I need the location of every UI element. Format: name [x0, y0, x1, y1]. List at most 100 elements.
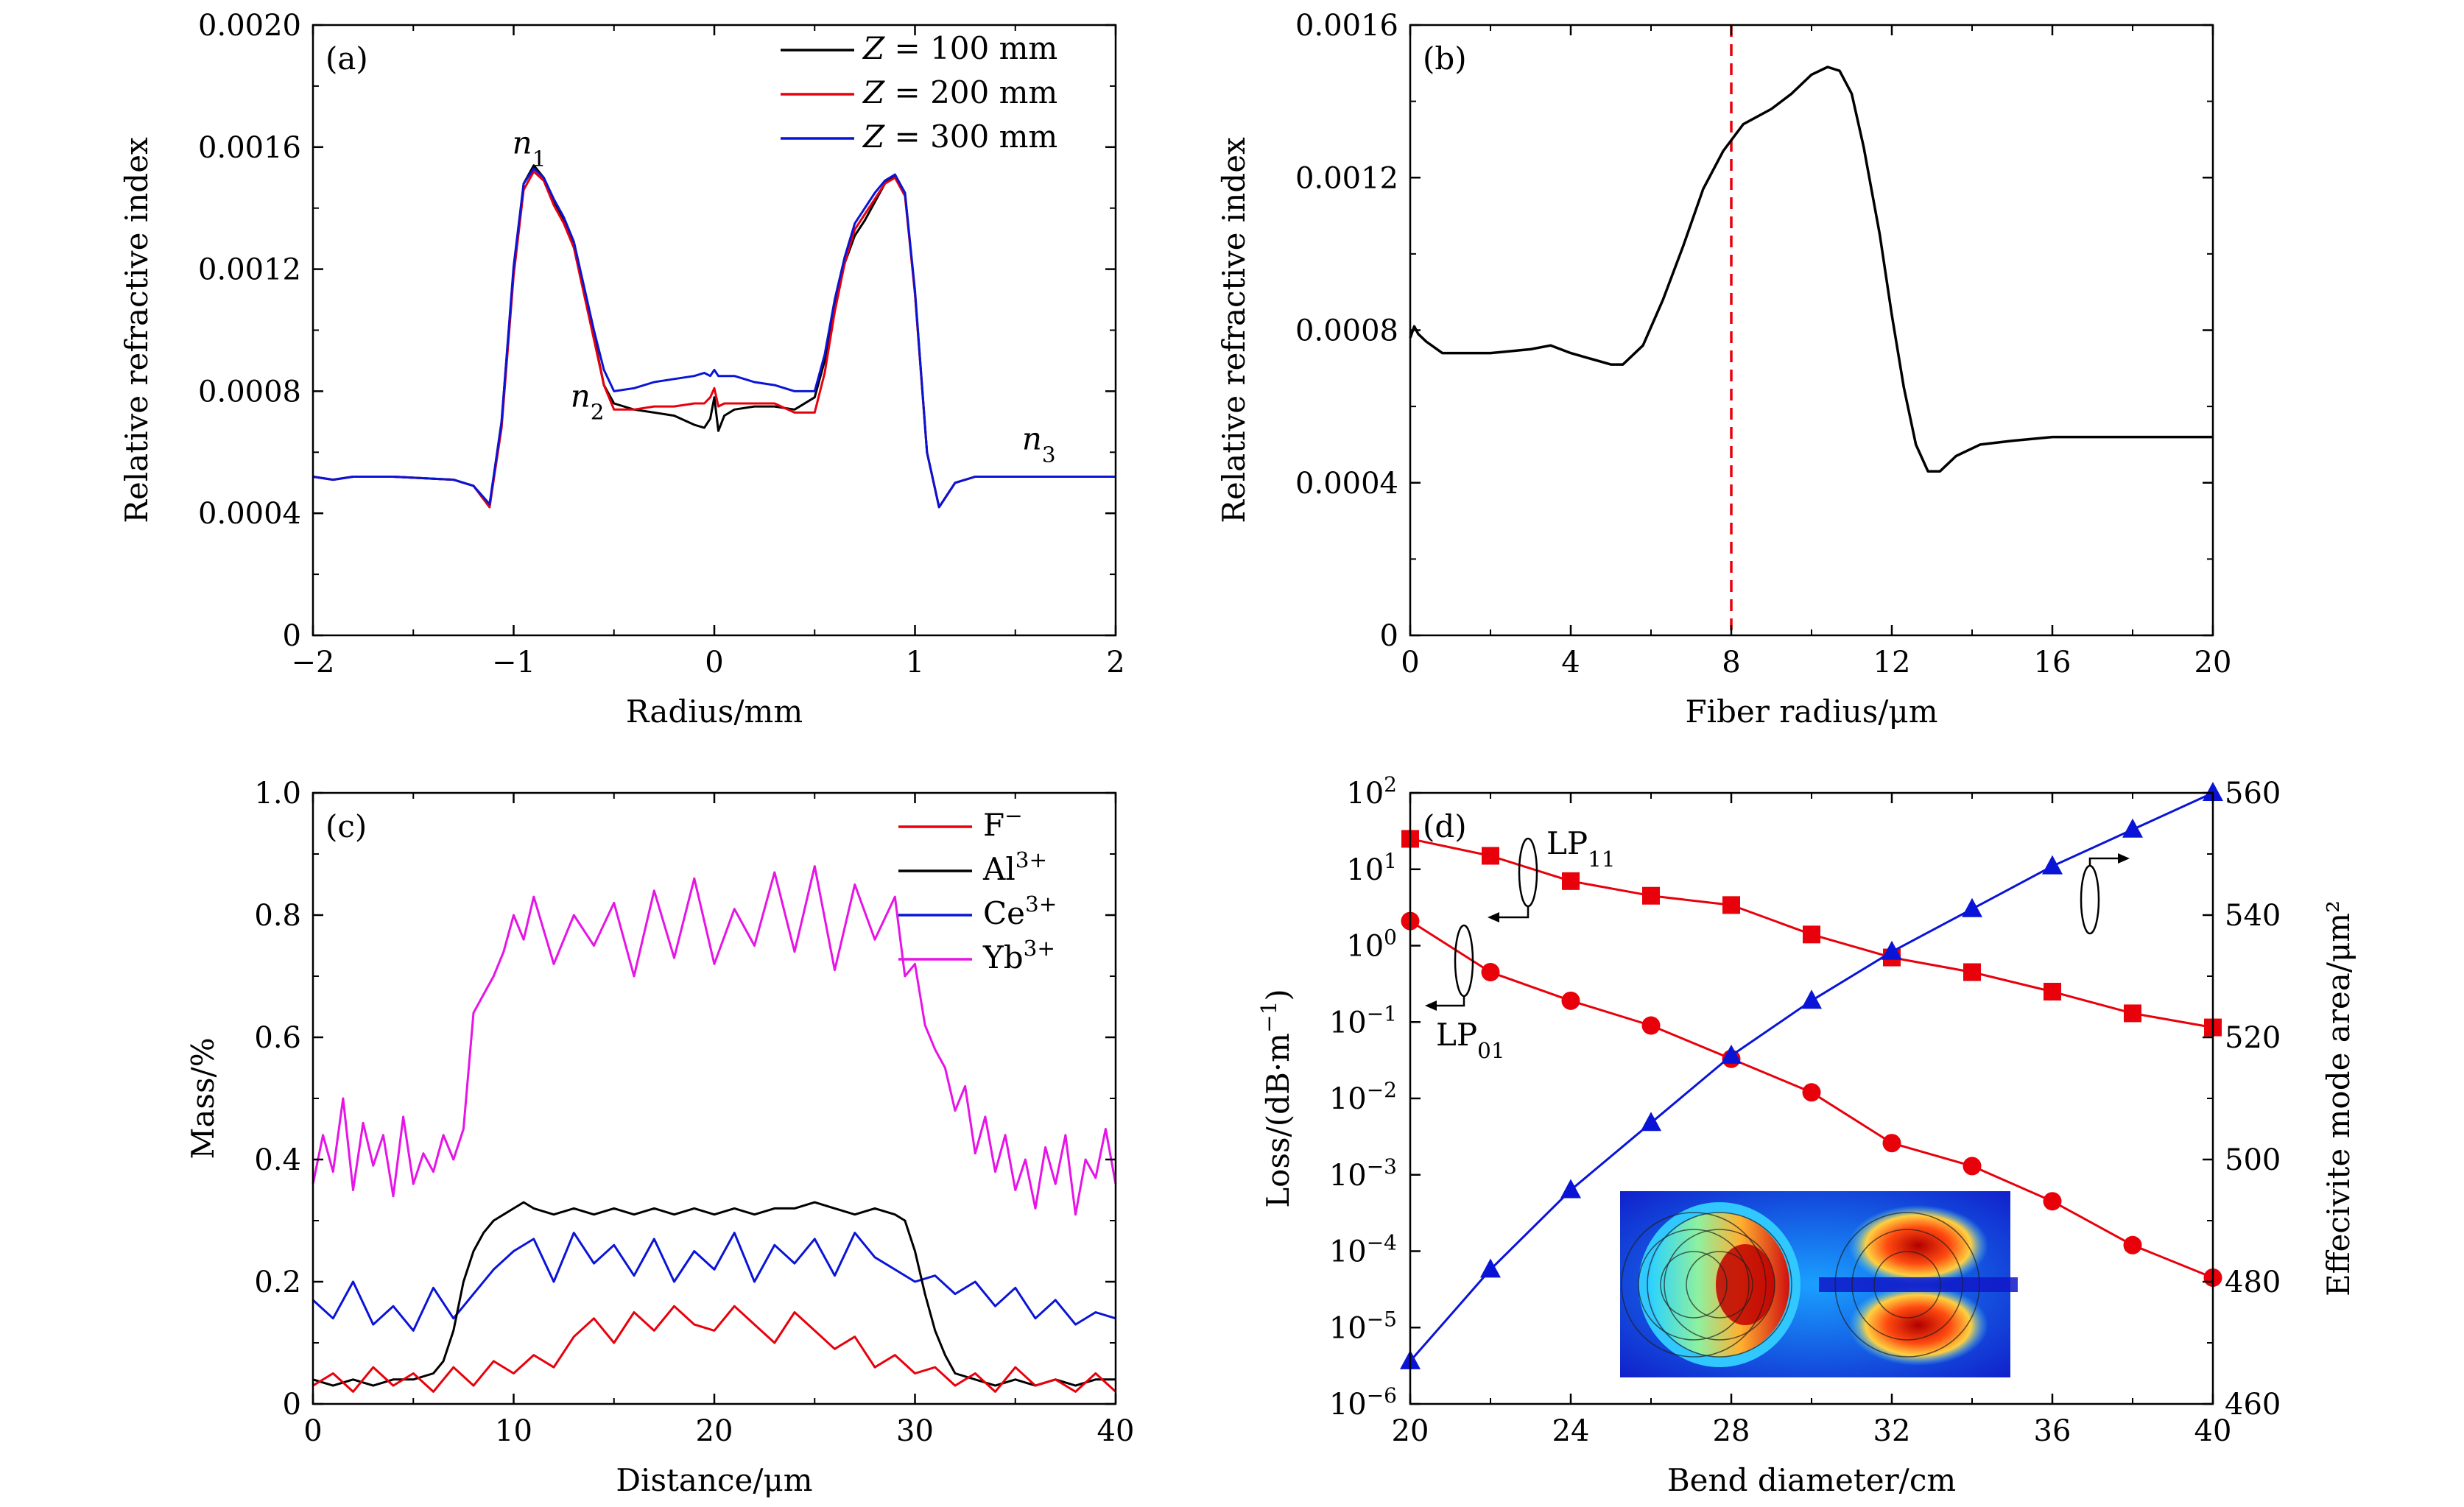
x-axis-label: Fiber radius/μm	[1685, 693, 1937, 730]
legend-label-part: F	[983, 807, 1004, 843]
x-tick-label: 24	[1552, 1414, 1590, 1448]
legend-label-part: Z	[862, 74, 885, 110]
x-tick-label: 0	[303, 1414, 322, 1448]
y-tick-label: 0.0016	[1295, 9, 1398, 43]
lp01-arrowhead	[1425, 1000, 1437, 1011]
y-left-tick-exp: −2	[1367, 1078, 1397, 1102]
square-marker	[1642, 886, 1660, 905]
legend-label: Al3+	[982, 847, 1047, 887]
square-marker	[1803, 925, 1820, 944]
triangle-marker	[1641, 1112, 1661, 1132]
legend-label-part: Ce	[983, 895, 1025, 931]
y-left-axis-label-part: −1	[1256, 1001, 1281, 1033]
x-tick-label: 8	[1722, 646, 1740, 680]
x-tick-label: −2	[292, 646, 335, 680]
x-tick-label: 30	[896, 1414, 934, 1448]
y-left-tick-exp: −6	[1367, 1383, 1397, 1408]
triangle-marker	[2042, 855, 2063, 875]
legend-label-part: = 300 mm	[884, 119, 1057, 155]
y-tick-label: 0.4	[254, 1143, 301, 1177]
x-tick-label: 40	[2194, 1414, 2232, 1448]
legend-label-part: 3+	[1015, 847, 1047, 872]
x-tick-label: 4	[1561, 646, 1580, 680]
mode-area-curve-marker	[2080, 864, 2100, 935]
triangle-marker	[2203, 782, 2223, 801]
x-axis-label: Bend diameter/cm	[1667, 1462, 1956, 1498]
y-left-tick-label: 10−3	[1329, 1154, 1397, 1193]
lp01-label-part: LP	[1436, 1017, 1477, 1053]
annotation-n3-part: 3	[1042, 442, 1056, 467]
square-marker	[1482, 847, 1499, 865]
y-right-tick-label: 480	[2225, 1266, 2281, 1299]
x-tick-label: 0	[705, 646, 723, 680]
lp11-label-part: LP	[1546, 825, 1588, 861]
series-line-al	[312, 1201, 1116, 1387]
panel-b-frame	[1409, 24, 2214, 637]
panel-a-frame	[311, 24, 1117, 637]
annotation-n3: n3	[1022, 420, 1056, 467]
y-left-tick-exp: −5	[1367, 1307, 1397, 1331]
panel-label: (b)	[1423, 40, 1467, 77]
legend-label: F−	[983, 803, 1023, 843]
y-left-tick-base: 10	[1329, 1311, 1367, 1345]
legend-label-part: 3+	[1024, 936, 1055, 961]
lp01-curve-marker	[1454, 924, 1474, 998]
series-line-profile	[1409, 66, 2213, 473]
triangle-marker	[1560, 1179, 1581, 1199]
square-marker	[1562, 872, 1580, 890]
lp11-contour	[1834, 1212, 1980, 1358]
y-tick-label: 0.0020	[198, 9, 301, 43]
y-left-axis-label-part: Loss/(dB·m	[1260, 1033, 1296, 1208]
x-tick-label: 2	[1106, 646, 1124, 680]
panel-a-refractive-index-vs-radius: −2 −1 0 1 2 0 0.0004 0.0008 0.0012 0.0016 0.0020 Ra…	[119, 9, 1125, 730]
y-left-tick-exp: −1	[1367, 1001, 1397, 1026]
legend-label: Z = 200 mm	[862, 74, 1057, 110]
annotation-n1-part: n	[513, 124, 532, 160]
y-tick-label: 0.0016	[198, 131, 301, 165]
legend-label-part: Yb	[982, 939, 1024, 975]
square-marker	[1963, 963, 1981, 981]
y-left-tick-label: 10−4	[1329, 1230, 1397, 1269]
lp11-label: LP11	[1546, 825, 1616, 872]
y-left-tick-label: 10−2	[1329, 1078, 1397, 1117]
lp01-contour	[1660, 1251, 1728, 1319]
y-left-axis-label: Loss/(dB·m−1)	[1256, 989, 1296, 1207]
annotation-n2-part: 2	[591, 399, 605, 424]
y-right-tick-label: 500	[2225, 1143, 2281, 1177]
legend-label-part: Al	[982, 851, 1015, 887]
panel-label: (c)	[325, 808, 367, 844]
y-tick-label: 0.8	[254, 899, 301, 933]
panel-d-loss-and-mode-area-vs-bend-diameter: 20 24 28 32 36 4010−610−510−410−310−210−11001…	[1256, 772, 2356, 1499]
y-left-tick-label: 101	[1346, 848, 1397, 887]
y-left-tick-base: 10	[1346, 853, 1384, 887]
x-tick-label: 0	[1401, 646, 1419, 680]
y-left-tick-exp: −3	[1367, 1154, 1397, 1178]
annotation-n2-part: n	[571, 378, 591, 414]
y-left-tick-exp: 2	[1384, 772, 1397, 797]
circle-marker	[1802, 1083, 1821, 1102]
circle-marker	[1963, 1157, 1982, 1176]
x-tick-label: 40	[1097, 1414, 1135, 1448]
panel-label: (d)	[1423, 808, 1467, 844]
series-line-ce	[311, 1232, 1116, 1332]
series-line-z1	[312, 164, 1116, 509]
y-tick-label: 0.0008	[1295, 314, 1398, 348]
lp01-arrow-line	[1432, 996, 1465, 1007]
circle-marker	[1481, 962, 1500, 981]
lp11-contour	[1873, 1251, 1941, 1319]
x-axis-label: Distance/μm	[616, 1462, 812, 1498]
series-line-z2	[312, 170, 1116, 509]
lp01-contour	[1621, 1212, 1767, 1358]
square-marker	[2044, 982, 2061, 1000]
legend-label-part: Z	[862, 119, 885, 155]
y-left-tick-label: 100	[1346, 925, 1397, 964]
x-tick-label: 20	[696, 1414, 733, 1448]
lp01-contour	[1638, 1229, 1750, 1341]
x-tick-label: 16	[2034, 646, 2071, 680]
x-tick-label: 36	[2034, 1414, 2071, 1448]
triangle-marker	[1721, 1044, 1742, 1064]
y-left-tick-exp: 1	[1384, 848, 1397, 872]
circle-marker	[1882, 1134, 1901, 1153]
y-right-tick-label: 540	[2225, 899, 2281, 933]
lp11-label-part: 11	[1588, 847, 1615, 872]
